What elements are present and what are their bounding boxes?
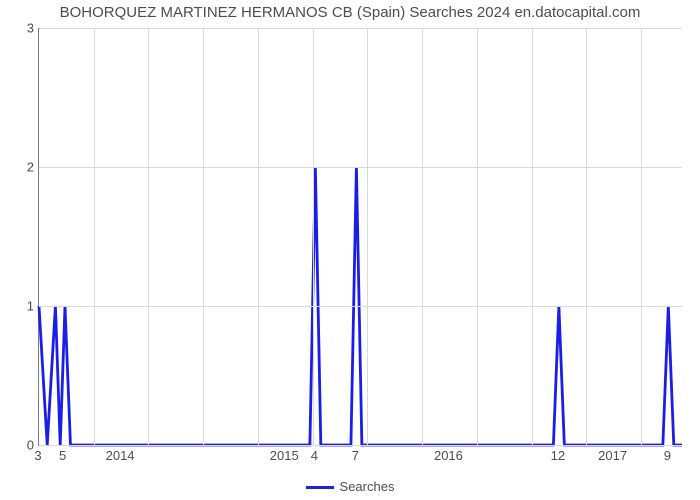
chart-title: BOHORQUEZ MARTINEZ HERMANOS CB (Spain) S…: [0, 4, 700, 21]
x-axis-year-label: 2014: [106, 448, 135, 463]
grid-line-vertical: [532, 28, 533, 445]
y-axis-tick-label: 0: [6, 438, 34, 453]
grid-line-vertical: [586, 28, 587, 445]
grid-line-vertical: [641, 28, 642, 445]
grid-line-vertical: [422, 28, 423, 445]
grid-line-vertical: [313, 28, 314, 445]
x-axis-value-label: 7: [352, 448, 359, 463]
x-axis-value-label: 3: [34, 448, 41, 463]
legend-label: Searches: [340, 479, 395, 494]
y-axis-tick-label: 2: [6, 160, 34, 175]
grid-line-vertical: [367, 28, 368, 445]
grid-line-vertical: [477, 28, 478, 445]
x-axis-year-label: 2017: [598, 448, 627, 463]
x-axis-value-label: 5: [59, 448, 66, 463]
grid-line-vertical: [94, 28, 95, 445]
x-axis-value-label: 12: [551, 448, 565, 463]
grid-line-vertical: [148, 28, 149, 445]
x-axis-year-label: 2016: [434, 448, 463, 463]
legend: Searches: [0, 479, 700, 494]
grid-line-horizontal: [39, 445, 682, 446]
y-axis-tick-label: 3: [6, 21, 34, 36]
plot-area: [38, 28, 682, 446]
chart-root: BOHORQUEZ MARTINEZ HERMANOS CB (Spain) S…: [0, 0, 700, 500]
grid-line-vertical: [258, 28, 259, 445]
legend-swatch: [306, 486, 334, 489]
y-axis-tick-label: 1: [6, 299, 34, 314]
x-axis-value-label: 4: [311, 448, 318, 463]
x-axis-year-label: 2015: [270, 448, 299, 463]
x-axis-value-label: 9: [664, 448, 671, 463]
grid-line-vertical: [203, 28, 204, 445]
